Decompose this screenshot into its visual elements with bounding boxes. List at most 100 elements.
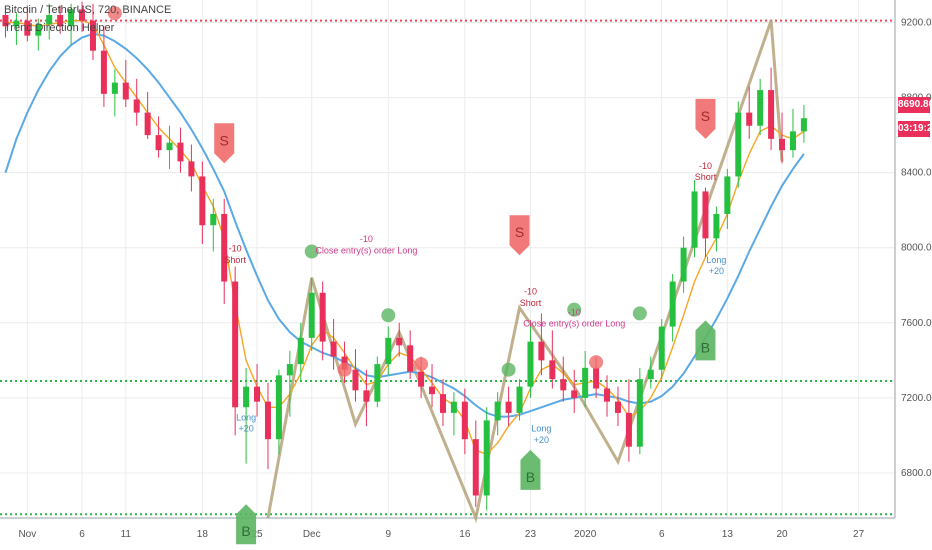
candle-body <box>363 390 370 402</box>
candle-body <box>604 388 611 402</box>
candle-body <box>450 401 457 413</box>
candle-body <box>800 118 807 132</box>
x-tick-label: 25 <box>251 529 263 540</box>
candle-body <box>2 15 9 27</box>
red-signal-dot <box>414 357 429 372</box>
candle-body <box>46 15 53 25</box>
trade-annotation: -10 <box>360 234 373 244</box>
green-signal-dot <box>567 302 582 317</box>
x-tick-label: 27 <box>853 529 865 540</box>
candle-body <box>636 379 643 447</box>
candle-body <box>593 367 600 389</box>
candle-body <box>625 412 632 447</box>
candle-body <box>439 394 446 413</box>
candle-body <box>713 213 720 239</box>
candle-body <box>658 326 665 370</box>
candle-body <box>177 142 184 162</box>
y-tick-label: 8000.00 <box>901 243 932 254</box>
x-tick-label: Nov <box>18 529 36 540</box>
y-tick-label: 7200.00 <box>901 393 932 404</box>
candle-body <box>549 360 556 380</box>
green-signal-dot <box>304 244 319 259</box>
x-tick-label: 6 <box>79 529 85 540</box>
candle-body <box>352 369 359 391</box>
buy-marker <box>236 504 257 545</box>
candle-body <box>691 191 698 248</box>
candle-body <box>155 135 162 151</box>
trade-annotation: +20 <box>238 424 253 434</box>
candle-body <box>789 131 796 151</box>
candle-body <box>221 213 228 282</box>
candle-body <box>111 82 118 94</box>
candle-body <box>582 367 589 398</box>
candle-body <box>308 292 315 338</box>
green-signal-dot <box>632 306 647 321</box>
candle-body <box>210 213 217 226</box>
candle-body <box>571 390 578 398</box>
candle-body <box>24 20 31 36</box>
candle-body <box>647 369 654 380</box>
sell-marker <box>214 123 235 164</box>
candle-body <box>286 364 293 376</box>
candle-body <box>494 401 501 421</box>
green-signal-dot <box>501 362 516 377</box>
buy-marker-label: B <box>241 523 250 539</box>
candle-body <box>254 386 261 402</box>
sell-marker-label: S <box>701 108 710 124</box>
trade-annotation: Short <box>520 298 542 308</box>
trade-annotation: -10 <box>229 243 242 253</box>
sell-marker-label: S <box>220 132 229 148</box>
x-tick-label: 6 <box>659 529 665 540</box>
candle-body <box>538 341 545 361</box>
candle-body <box>89 20 96 51</box>
candle-body <box>57 15 64 27</box>
candle-body <box>505 401 512 413</box>
zigzag-line <box>266 20 784 524</box>
candle-body <box>429 386 436 395</box>
candle-body <box>330 341 337 357</box>
candle-body <box>461 401 468 440</box>
x-tick-label: 20 <box>776 529 788 540</box>
indicator-title: Trend Direction Helper <box>4 22 115 34</box>
candle-body <box>79 9 86 21</box>
x-tick-label: 23 <box>525 529 537 540</box>
trade-annotation: +20 <box>534 435 549 445</box>
trade-annotation: Long <box>706 255 726 265</box>
candle-body <box>746 112 753 126</box>
candle-body <box>669 281 676 327</box>
candle-body <box>735 112 742 177</box>
trade-annotation: +20 <box>709 266 724 276</box>
candle-body <box>560 379 567 391</box>
last-price-tag: 8690.80 <box>898 97 932 113</box>
candle-body <box>243 386 250 408</box>
symbol-title: Bitcoin / TetherUS, 720, BINANCE <box>4 4 172 16</box>
trade-annotation: Close entry(s) order Long <box>523 319 625 329</box>
y-tick-label: 7600.00 <box>901 318 932 329</box>
buy-marker <box>520 449 541 490</box>
candle-body <box>483 420 490 496</box>
candle-body <box>35 24 42 36</box>
candle-body <box>199 176 206 226</box>
candle-body <box>188 161 195 177</box>
trade-annotation: Long <box>236 412 256 422</box>
candle-body <box>407 345 414 372</box>
slow-ma-line <box>4 32 805 418</box>
candle-body <box>13 20 20 27</box>
trade-annotation: Short <box>695 172 717 182</box>
buy-marker <box>695 320 716 361</box>
candle-body <box>275 375 282 440</box>
candle-body <box>319 292 326 342</box>
y-tick-label: 6800.00 <box>901 468 932 479</box>
candle-body <box>374 364 381 402</box>
candle-body <box>68 9 75 27</box>
y-tick-label: 8400.00 <box>901 168 932 179</box>
candle-body <box>527 341 534 387</box>
x-tick-label: Dec <box>303 529 321 540</box>
candle-body <box>100 50 107 94</box>
candle-body <box>418 371 425 387</box>
trade-annotation: Short <box>224 255 246 265</box>
x-tick-label: 11 <box>121 529 132 540</box>
candle-body <box>472 439 479 496</box>
candle-body <box>779 138 786 151</box>
